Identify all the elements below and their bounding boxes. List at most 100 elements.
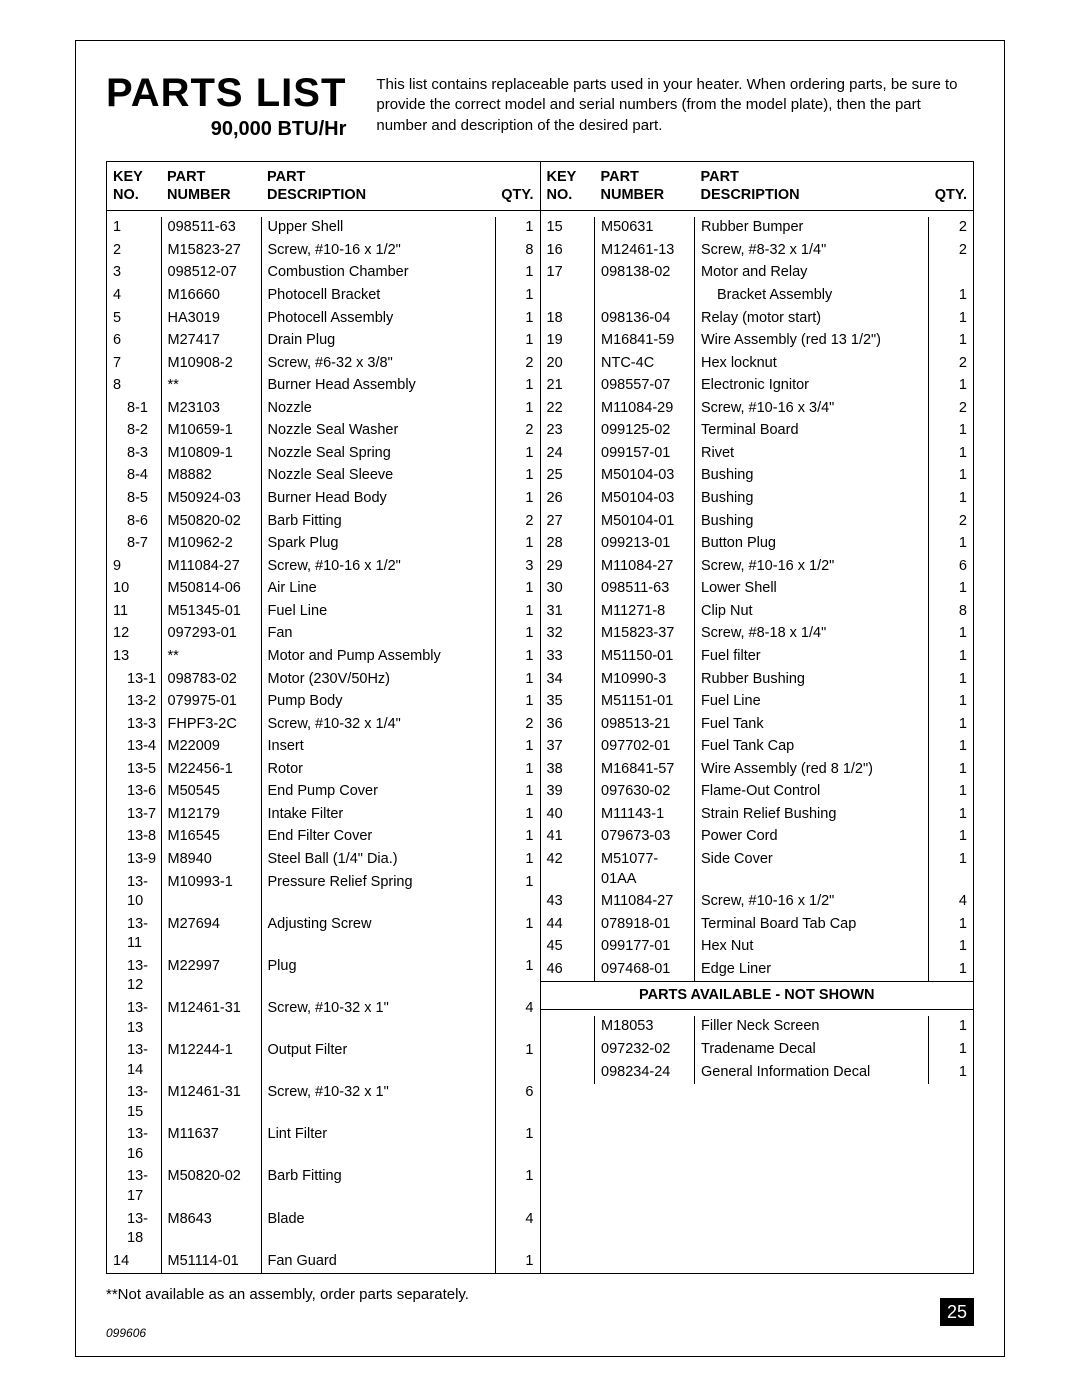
cell-qty: 1 [495, 533, 539, 556]
cell-partnum: M11084-27 [161, 555, 261, 578]
cell-key: 24 [541, 442, 595, 465]
table-row: 46097468-01Edge Liner1 [541, 958, 974, 981]
cell-key: 11 [107, 600, 161, 623]
cell-qty: 4 [929, 891, 973, 914]
cell-key: 21 [541, 375, 595, 398]
cell-qty: 2 [929, 239, 973, 262]
cell-key: 45 [541, 936, 595, 959]
th-desc: PARTDESCRIPTION [695, 162, 929, 211]
cell-partnum: 097232-02 [595, 1039, 695, 1062]
cell-partnum: M50104-01 [595, 510, 695, 533]
cell-qty: 1 [929, 849, 973, 891]
table-row: 13-12M22997Plug1 [107, 955, 540, 997]
cell-desc: Wire Assembly (red 8 1/2") [695, 758, 929, 781]
cell-desc: Terminal Board [695, 420, 929, 443]
cell-key: 40 [541, 803, 595, 826]
cell-qty: 4 [495, 1208, 539, 1250]
table-row: 13-9M8940Steel Ball (1/4" Dia.)1 [107, 849, 540, 872]
cell-key: 8-7 [107, 533, 161, 556]
cell-key: 33 [541, 645, 595, 668]
cell-partnum: 098138-02 [595, 262, 695, 285]
cell-partnum: 098511-63 [595, 578, 695, 601]
cell-desc: Pressure Relief Spring [261, 871, 495, 913]
cell-partnum: M10962-2 [161, 533, 261, 556]
cell-desc: Screw, #8-32 x 1/4" [695, 239, 929, 262]
cell-qty: 2 [929, 510, 973, 533]
table-row: 13-6M50545End Pump Cover1 [107, 781, 540, 804]
table-row: 8-3M10809-1Nozzle Seal Spring1 [107, 442, 540, 465]
cell-desc: Barb Fitting [261, 1166, 495, 1208]
cell-desc: Spark Plug [261, 533, 495, 556]
table-row: 6M27417Drain Plug1 [107, 330, 540, 353]
table-row: 8**Burner Head Assembly1 [107, 375, 540, 398]
cell-qty: 3 [495, 555, 539, 578]
cell-partnum: M51077-01AA [595, 849, 695, 891]
cell-qty: 1 [495, 623, 539, 646]
th-qty: QTY. [495, 162, 539, 211]
cell-desc: Electronic Ignitor [695, 375, 929, 398]
cell-desc: Upper Shell [261, 217, 495, 240]
cell-desc: Insert [261, 736, 495, 759]
table-row: 39097630-02Flame-Out Control1 [541, 781, 974, 804]
tables-wrap: KEYNO. PARTNUMBER PARTDESCRIPTION QTY. 1… [106, 161, 974, 1274]
cell-qty: 1 [929, 465, 973, 488]
cell-key: 34 [541, 668, 595, 691]
cell-partnum: M50104-03 [595, 465, 695, 488]
table-row: 1098511-63Upper Shell1 [107, 217, 540, 240]
cell-desc: Fuel Line [695, 691, 929, 714]
table-row: 32M15823-37Screw, #8-18 x 1/4"1 [541, 623, 974, 646]
cell-desc: Nozzle [261, 397, 495, 420]
cell-key: 44 [541, 913, 595, 936]
cell-key [541, 284, 595, 307]
cell-partnum: M11084-27 [595, 555, 695, 578]
cell-partnum: M8643 [161, 1208, 261, 1250]
cell-qty: 1 [495, 578, 539, 601]
cell-key: 7 [107, 352, 161, 375]
cell-qty: 1 [929, 913, 973, 936]
cell-desc: Nozzle Seal Spring [261, 442, 495, 465]
table-row: 41079673-03Power Cord1 [541, 826, 974, 849]
cell-key: 13-11 [107, 913, 161, 955]
table-row: 28099213-01Button Plug1 [541, 533, 974, 556]
section-header-row: PARTS AVAILABLE - NOT SHOWN [541, 981, 974, 1010]
cell-qty: 1 [929, 578, 973, 601]
cell-qty: 1 [929, 758, 973, 781]
cell-key: 13 [107, 645, 161, 668]
cell-key: 13-5 [107, 758, 161, 781]
cell-qty: 2 [495, 420, 539, 443]
table-row: 42M51077-01AASide Cover1 [541, 849, 974, 891]
cell-desc: Screw, #10-16 x 1/2" [695, 891, 929, 914]
table-row: 13-4M22009Insert1 [107, 736, 540, 759]
cell-partnum [595, 284, 695, 307]
cell-partnum: M23103 [161, 397, 261, 420]
cell-partnum: M15823-27 [161, 239, 261, 262]
cell-desc: Rivet [695, 442, 929, 465]
cell-partnum: 097468-01 [595, 958, 695, 981]
table-row: 13-15M12461-31Screw, #10-32 x 1"6 [107, 1082, 540, 1124]
cell-desc: Motor and Relay [695, 262, 929, 285]
cell-partnum: M12461-13 [595, 239, 695, 262]
cell-partnum: M16841-59 [595, 330, 695, 353]
cell-qty: 2 [929, 397, 973, 420]
table-row: 37097702-01Fuel Tank Cap1 [541, 736, 974, 759]
cell-qty: 1 [929, 826, 973, 849]
cell-qty: 2 [495, 510, 539, 533]
cell-partnum: 098136-04 [595, 307, 695, 330]
cell-qty: 1 [495, 1250, 539, 1273]
cell-partnum: M8940 [161, 849, 261, 872]
table-row: 3098512-07Combustion Chamber1 [107, 262, 540, 285]
cell-key: 46 [541, 958, 595, 981]
page-number: 25 [940, 1298, 974, 1326]
cell-qty: 2 [495, 713, 539, 736]
table-row: 45099177-01Hex Nut1 [541, 936, 974, 959]
cell-qty: 1 [495, 1166, 539, 1208]
table-row: 27M50104-01Bushing2 [541, 510, 974, 533]
cell-key: 13-7 [107, 803, 161, 826]
cell-partnum: M50814-06 [161, 578, 261, 601]
cell-partnum: M50545 [161, 781, 261, 804]
cell-qty: 1 [929, 488, 973, 511]
cell-key: 6 [107, 330, 161, 353]
cell-desc: Lint Filter [261, 1124, 495, 1166]
cell-desc: Rubber Bushing [695, 668, 929, 691]
cell-desc: Motor (230V/50Hz) [261, 668, 495, 691]
